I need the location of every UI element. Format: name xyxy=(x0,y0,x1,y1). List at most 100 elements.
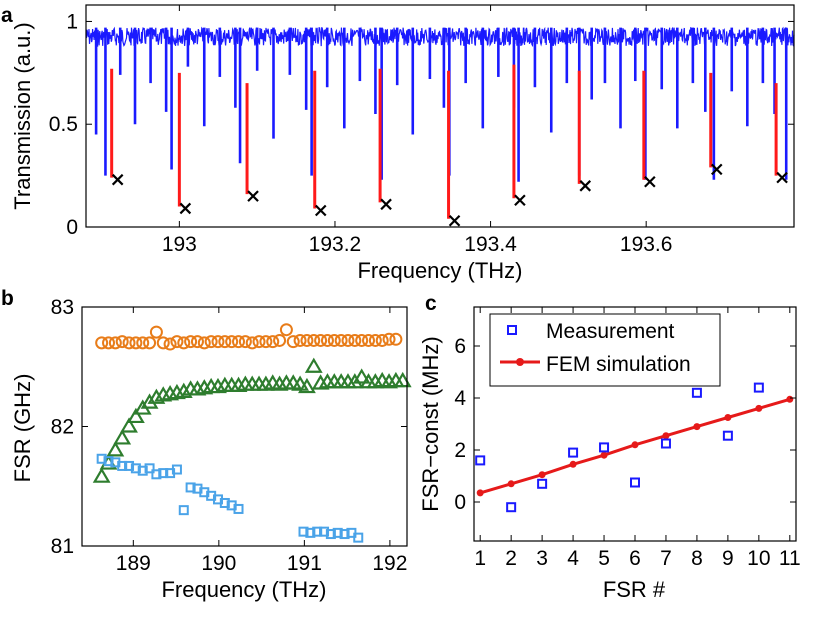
point-squares xyxy=(339,529,350,540)
point-squares xyxy=(171,464,182,475)
point-circles xyxy=(143,336,157,350)
point-circles xyxy=(341,333,355,347)
point-circles xyxy=(389,332,403,346)
point-circles xyxy=(368,333,382,347)
point-circles xyxy=(300,333,314,347)
point-squares xyxy=(319,526,330,537)
point-circles xyxy=(190,335,204,349)
panel-b-xtick-label: 189 xyxy=(116,552,151,575)
panel-c-xlabel: FSR # xyxy=(603,577,666,602)
panel-c-xtick-label: 7 xyxy=(660,547,672,570)
point-circles xyxy=(293,333,307,347)
point-circles xyxy=(108,336,122,350)
panel-c-points xyxy=(475,382,794,513)
panel-a-trace xyxy=(85,26,795,182)
panel-c-xtick-label: 11 xyxy=(779,547,801,570)
legend-fem-label: FEM simulation xyxy=(546,353,691,376)
fem-simulation-point xyxy=(569,460,577,468)
panel-c-ytick-label: 0 xyxy=(454,491,466,514)
panel-b-xtick-label: 190 xyxy=(201,552,236,575)
measurement-point xyxy=(537,478,548,489)
point-squares xyxy=(151,469,162,480)
panel-c-xtick-label: 4 xyxy=(567,547,579,570)
point-circles xyxy=(327,333,341,347)
panel-b-label: b xyxy=(1,287,14,310)
point-squares xyxy=(233,503,244,514)
point-triangles xyxy=(147,388,166,404)
panel-c-label: c xyxy=(425,292,437,315)
panel-a-xtick-label: 193 xyxy=(162,233,197,256)
min-marker xyxy=(111,173,124,186)
fem-simulation-point xyxy=(476,489,484,497)
point-circles xyxy=(115,335,129,349)
panel-b-xtick-label: 192 xyxy=(372,552,407,575)
point-circles xyxy=(102,336,116,350)
panel-b-ytick-label: 83 xyxy=(51,296,74,319)
panel-a-xlabel: Frequency (THz) xyxy=(357,258,522,283)
panel-a-ytick-label: 1 xyxy=(66,10,78,33)
measurement-point xyxy=(753,382,764,393)
point-circles xyxy=(156,336,170,350)
point-triangles xyxy=(106,441,125,457)
panel-c-ytick-label: 6 xyxy=(454,335,466,358)
point-circles xyxy=(382,332,396,346)
measurement-point xyxy=(691,387,702,398)
fem-simulation-point xyxy=(693,423,701,431)
panel-c-xtick-label: 1 xyxy=(474,547,486,570)
point-squares xyxy=(144,463,155,474)
panel-a-label: a xyxy=(1,4,13,27)
panel-b-xlabel: Frequency (THz) xyxy=(161,577,326,602)
point-squares xyxy=(178,505,189,516)
point-circles xyxy=(95,336,109,350)
measurement-point xyxy=(660,438,671,449)
panel-a-ticks: 193 193.2 193.4 193.6 0 0.5 1 xyxy=(49,5,794,256)
panel-c-xtick-label: 5 xyxy=(598,547,610,570)
point-circles xyxy=(129,336,143,350)
panel-b: b 189 190 191 192 81 82 83 Frequency (THz) FSR… xyxy=(1,287,412,602)
min-marker xyxy=(314,204,327,217)
point-circles xyxy=(197,336,211,350)
point-triangles xyxy=(120,417,138,433)
panel-c-ytick-label: 2 xyxy=(454,439,466,462)
point-circles xyxy=(232,335,246,349)
point-squares xyxy=(219,497,230,508)
legend-measurement-label: Measurement xyxy=(546,320,675,343)
legend-fem-marker xyxy=(516,358,524,366)
point-circles xyxy=(307,333,321,347)
point-squares xyxy=(325,529,336,540)
point-circles xyxy=(273,333,287,347)
fem-simulation-point xyxy=(755,404,763,412)
panel-a-frame xyxy=(85,4,795,228)
point-circles xyxy=(245,336,259,350)
point-squares xyxy=(158,468,169,479)
point-squares xyxy=(117,460,128,471)
panel-a-fits xyxy=(110,64,788,227)
legend-measurement-marker xyxy=(507,325,517,335)
point-squares xyxy=(353,532,364,543)
point-squares xyxy=(305,527,316,538)
min-marker xyxy=(710,163,723,176)
fem-simulation-point xyxy=(600,451,608,459)
point-squares xyxy=(130,463,141,474)
panel-c-xtick-label: 10 xyxy=(747,547,770,570)
point-circles xyxy=(177,336,191,350)
point-circles xyxy=(170,335,184,349)
point-circles xyxy=(314,333,328,347)
panel-a-xtick-label: 193.6 xyxy=(620,233,673,256)
panel-c-legend: Measurement FEM simulation xyxy=(489,313,721,387)
point-squares xyxy=(332,527,343,538)
measurement-point xyxy=(630,477,640,488)
min-marker xyxy=(579,180,592,192)
point-circles xyxy=(225,335,239,349)
point-triangles xyxy=(352,368,371,384)
point-triangles xyxy=(92,467,111,483)
panel-b-ticks: 189 190 191 192 81 82 83 xyxy=(51,296,408,575)
panel-b-xtick-label: 191 xyxy=(287,552,322,575)
point-squares xyxy=(312,526,323,537)
point-triangles xyxy=(393,371,412,388)
min-marker xyxy=(514,194,526,206)
measurement-point xyxy=(568,447,579,458)
min-marker xyxy=(644,175,656,188)
